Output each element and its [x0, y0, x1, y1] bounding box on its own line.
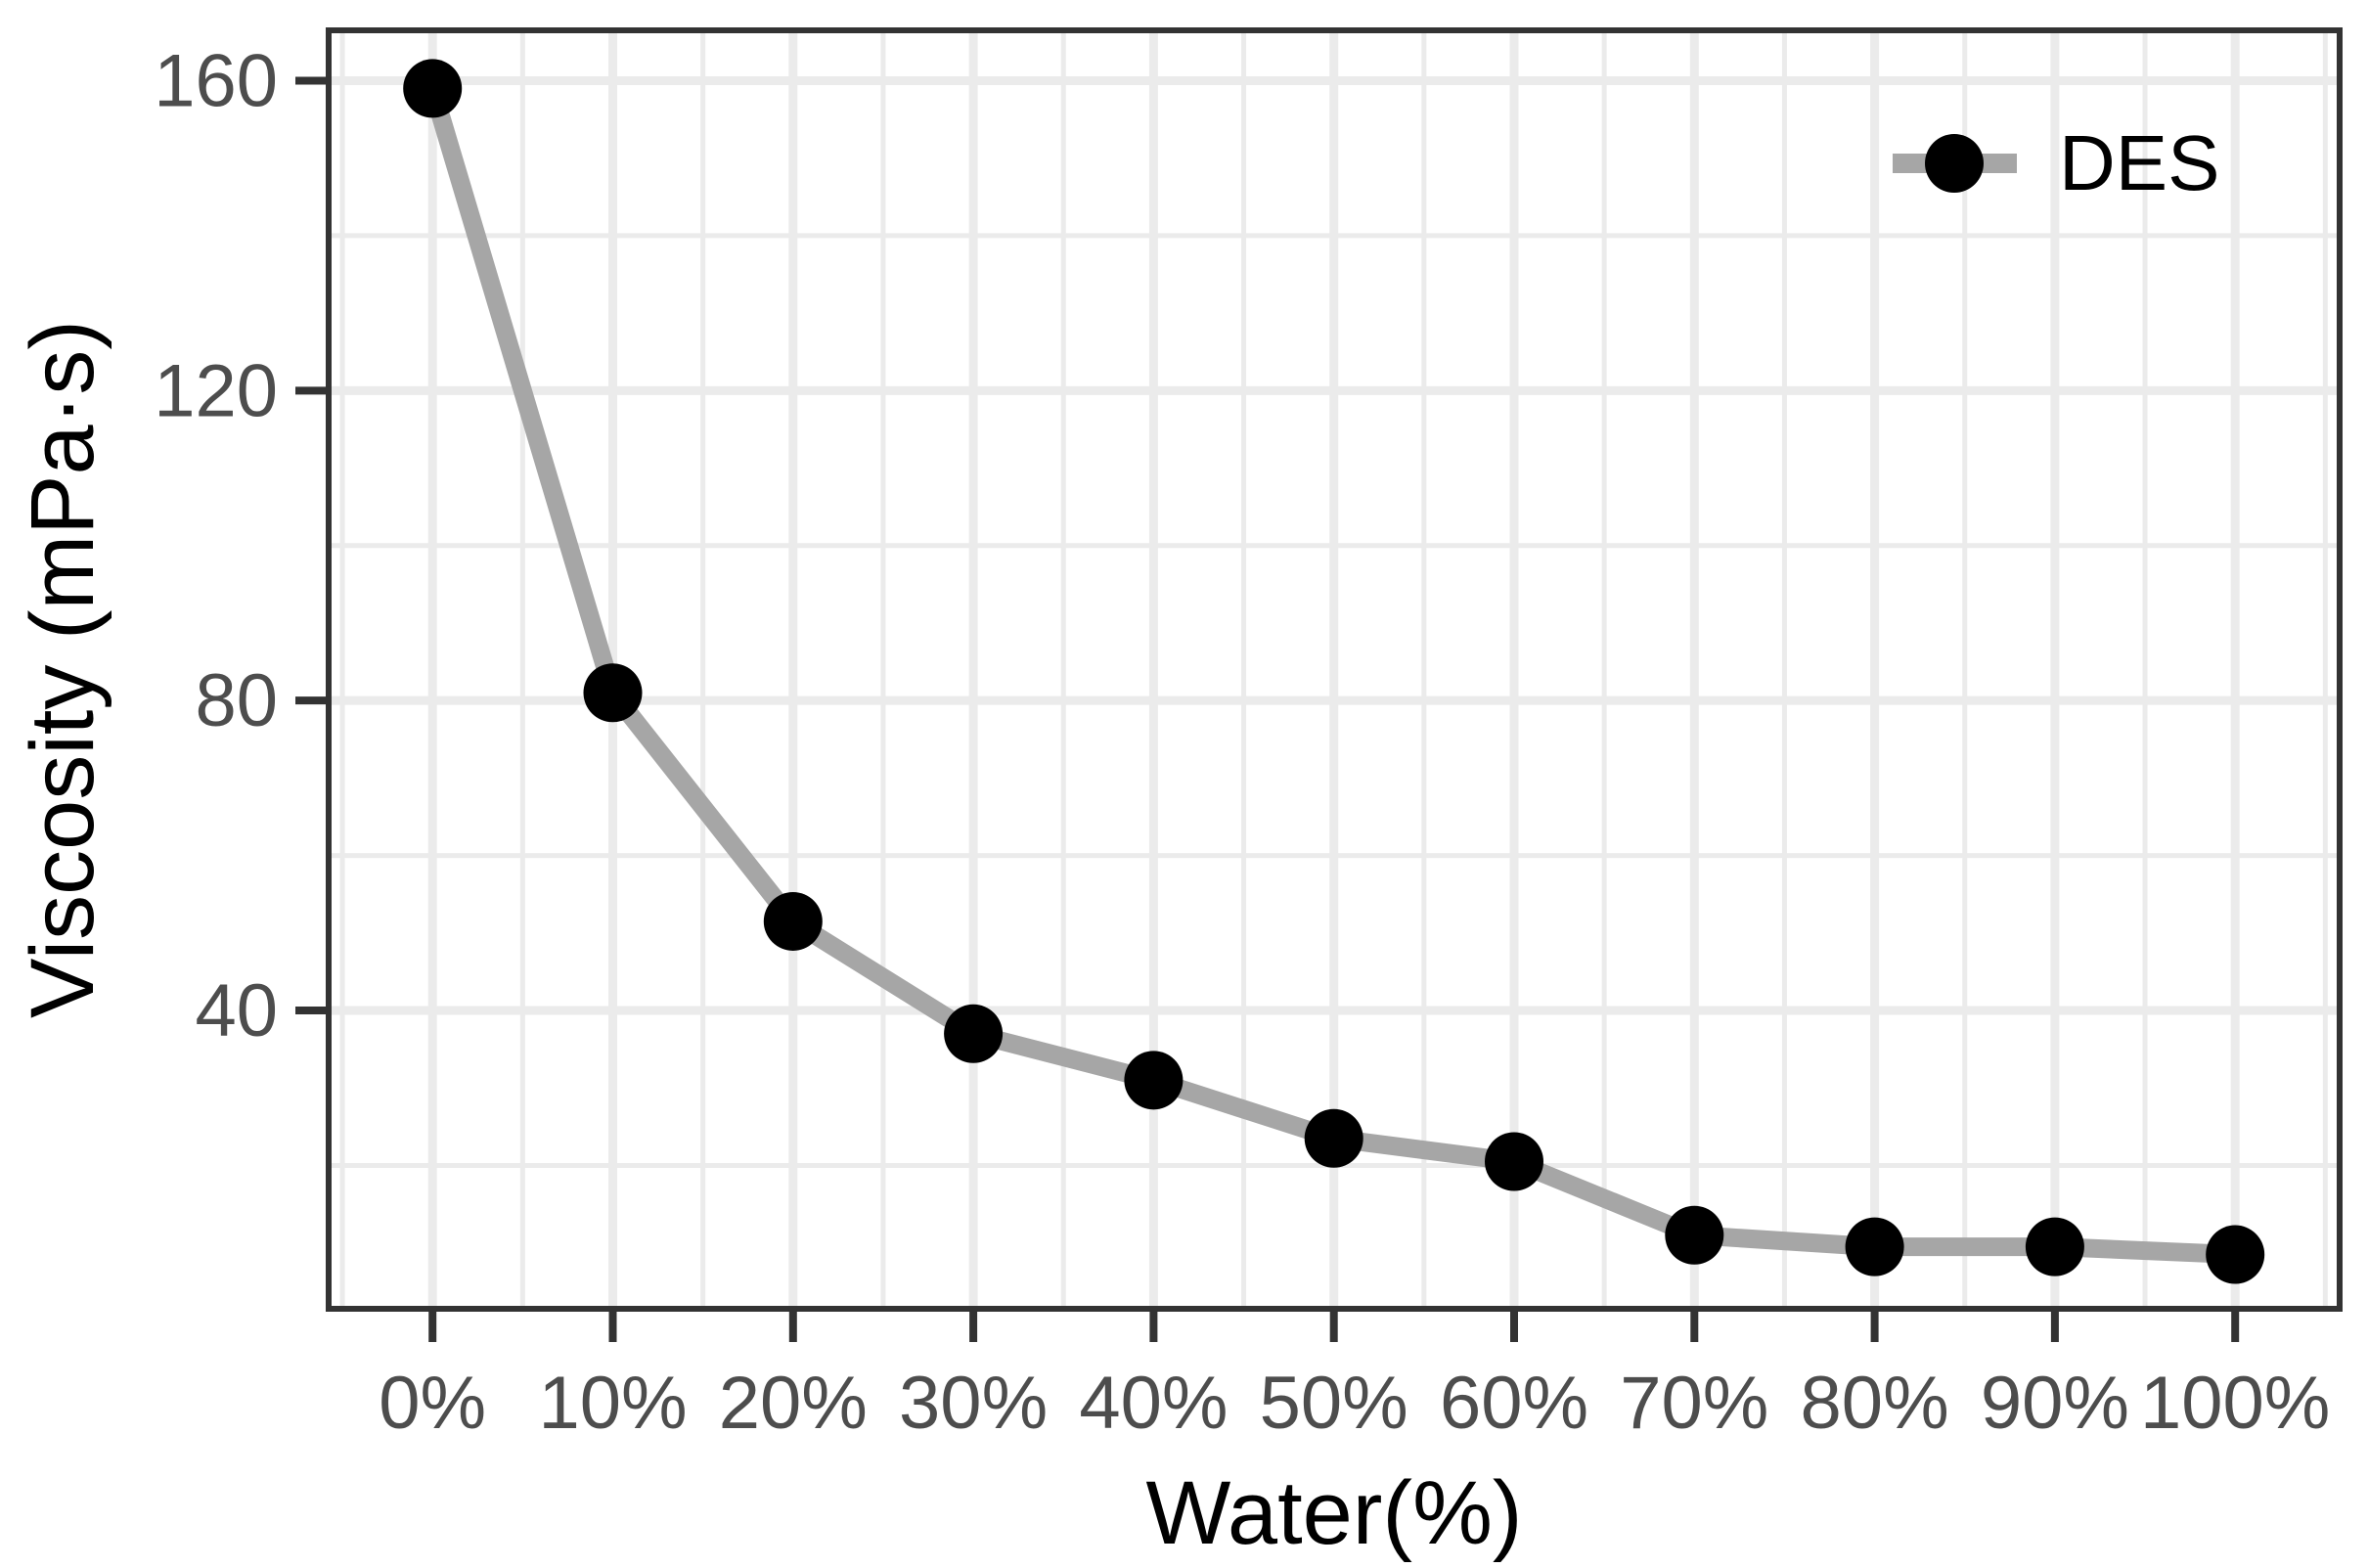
x-tick-label: 30% — [899, 1362, 1048, 1445]
y-tick-label: 120 — [154, 349, 278, 432]
x-tick-label: 60% — [1440, 1362, 1588, 1445]
x-tick-label: 0% — [379, 1362, 486, 1445]
x-tick-label: 100% — [2140, 1362, 2330, 1445]
x-tick-label: 70% — [1620, 1362, 1768, 1445]
data-point-20% — [763, 891, 823, 951]
x-tick-label: 90% — [1981, 1362, 2129, 1445]
data-point-0% — [403, 59, 463, 118]
y-axis-title: Viscosity (mPa·s) — [13, 320, 112, 1018]
x-tick-label: 40% — [1079, 1362, 1228, 1445]
legend: DES — [1893, 119, 2220, 206]
data-point-70% — [1665, 1205, 1724, 1265]
data-point-90% — [2025, 1217, 2084, 1277]
axis-tick-labels: 40 80 120 160 0% 10% 20% 30% 40% 50% 60% 70% 80% 90% 1… — [154, 39, 2330, 1445]
y-tick-label: 80 — [195, 659, 278, 742]
data-point-10% — [583, 663, 643, 723]
legend-label-des: DES — [2059, 119, 2220, 206]
y-tick-label: 160 — [154, 39, 278, 122]
data-point-80% — [1845, 1217, 1904, 1277]
y-tick-label: 40 — [195, 969, 278, 1053]
data-point-50% — [1304, 1108, 1363, 1168]
data-point-40% — [1124, 1051, 1184, 1110]
x-tick-label: 80% — [1801, 1362, 1949, 1445]
x-axis-title: Water(%) — [1145, 1463, 1522, 1563]
data-point-60% — [1485, 1132, 1543, 1191]
data-point-100% — [2206, 1225, 2265, 1284]
x-tick-label: 20% — [719, 1362, 868, 1445]
x-tick-label: 10% — [538, 1362, 687, 1445]
x-tick-label: 50% — [1260, 1362, 1408, 1445]
legend-key-marker — [1925, 134, 1984, 193]
data-point-30% — [944, 1004, 1004, 1063]
axis-ticks — [295, 76, 2240, 1342]
data-series-des — [403, 59, 2265, 1284]
